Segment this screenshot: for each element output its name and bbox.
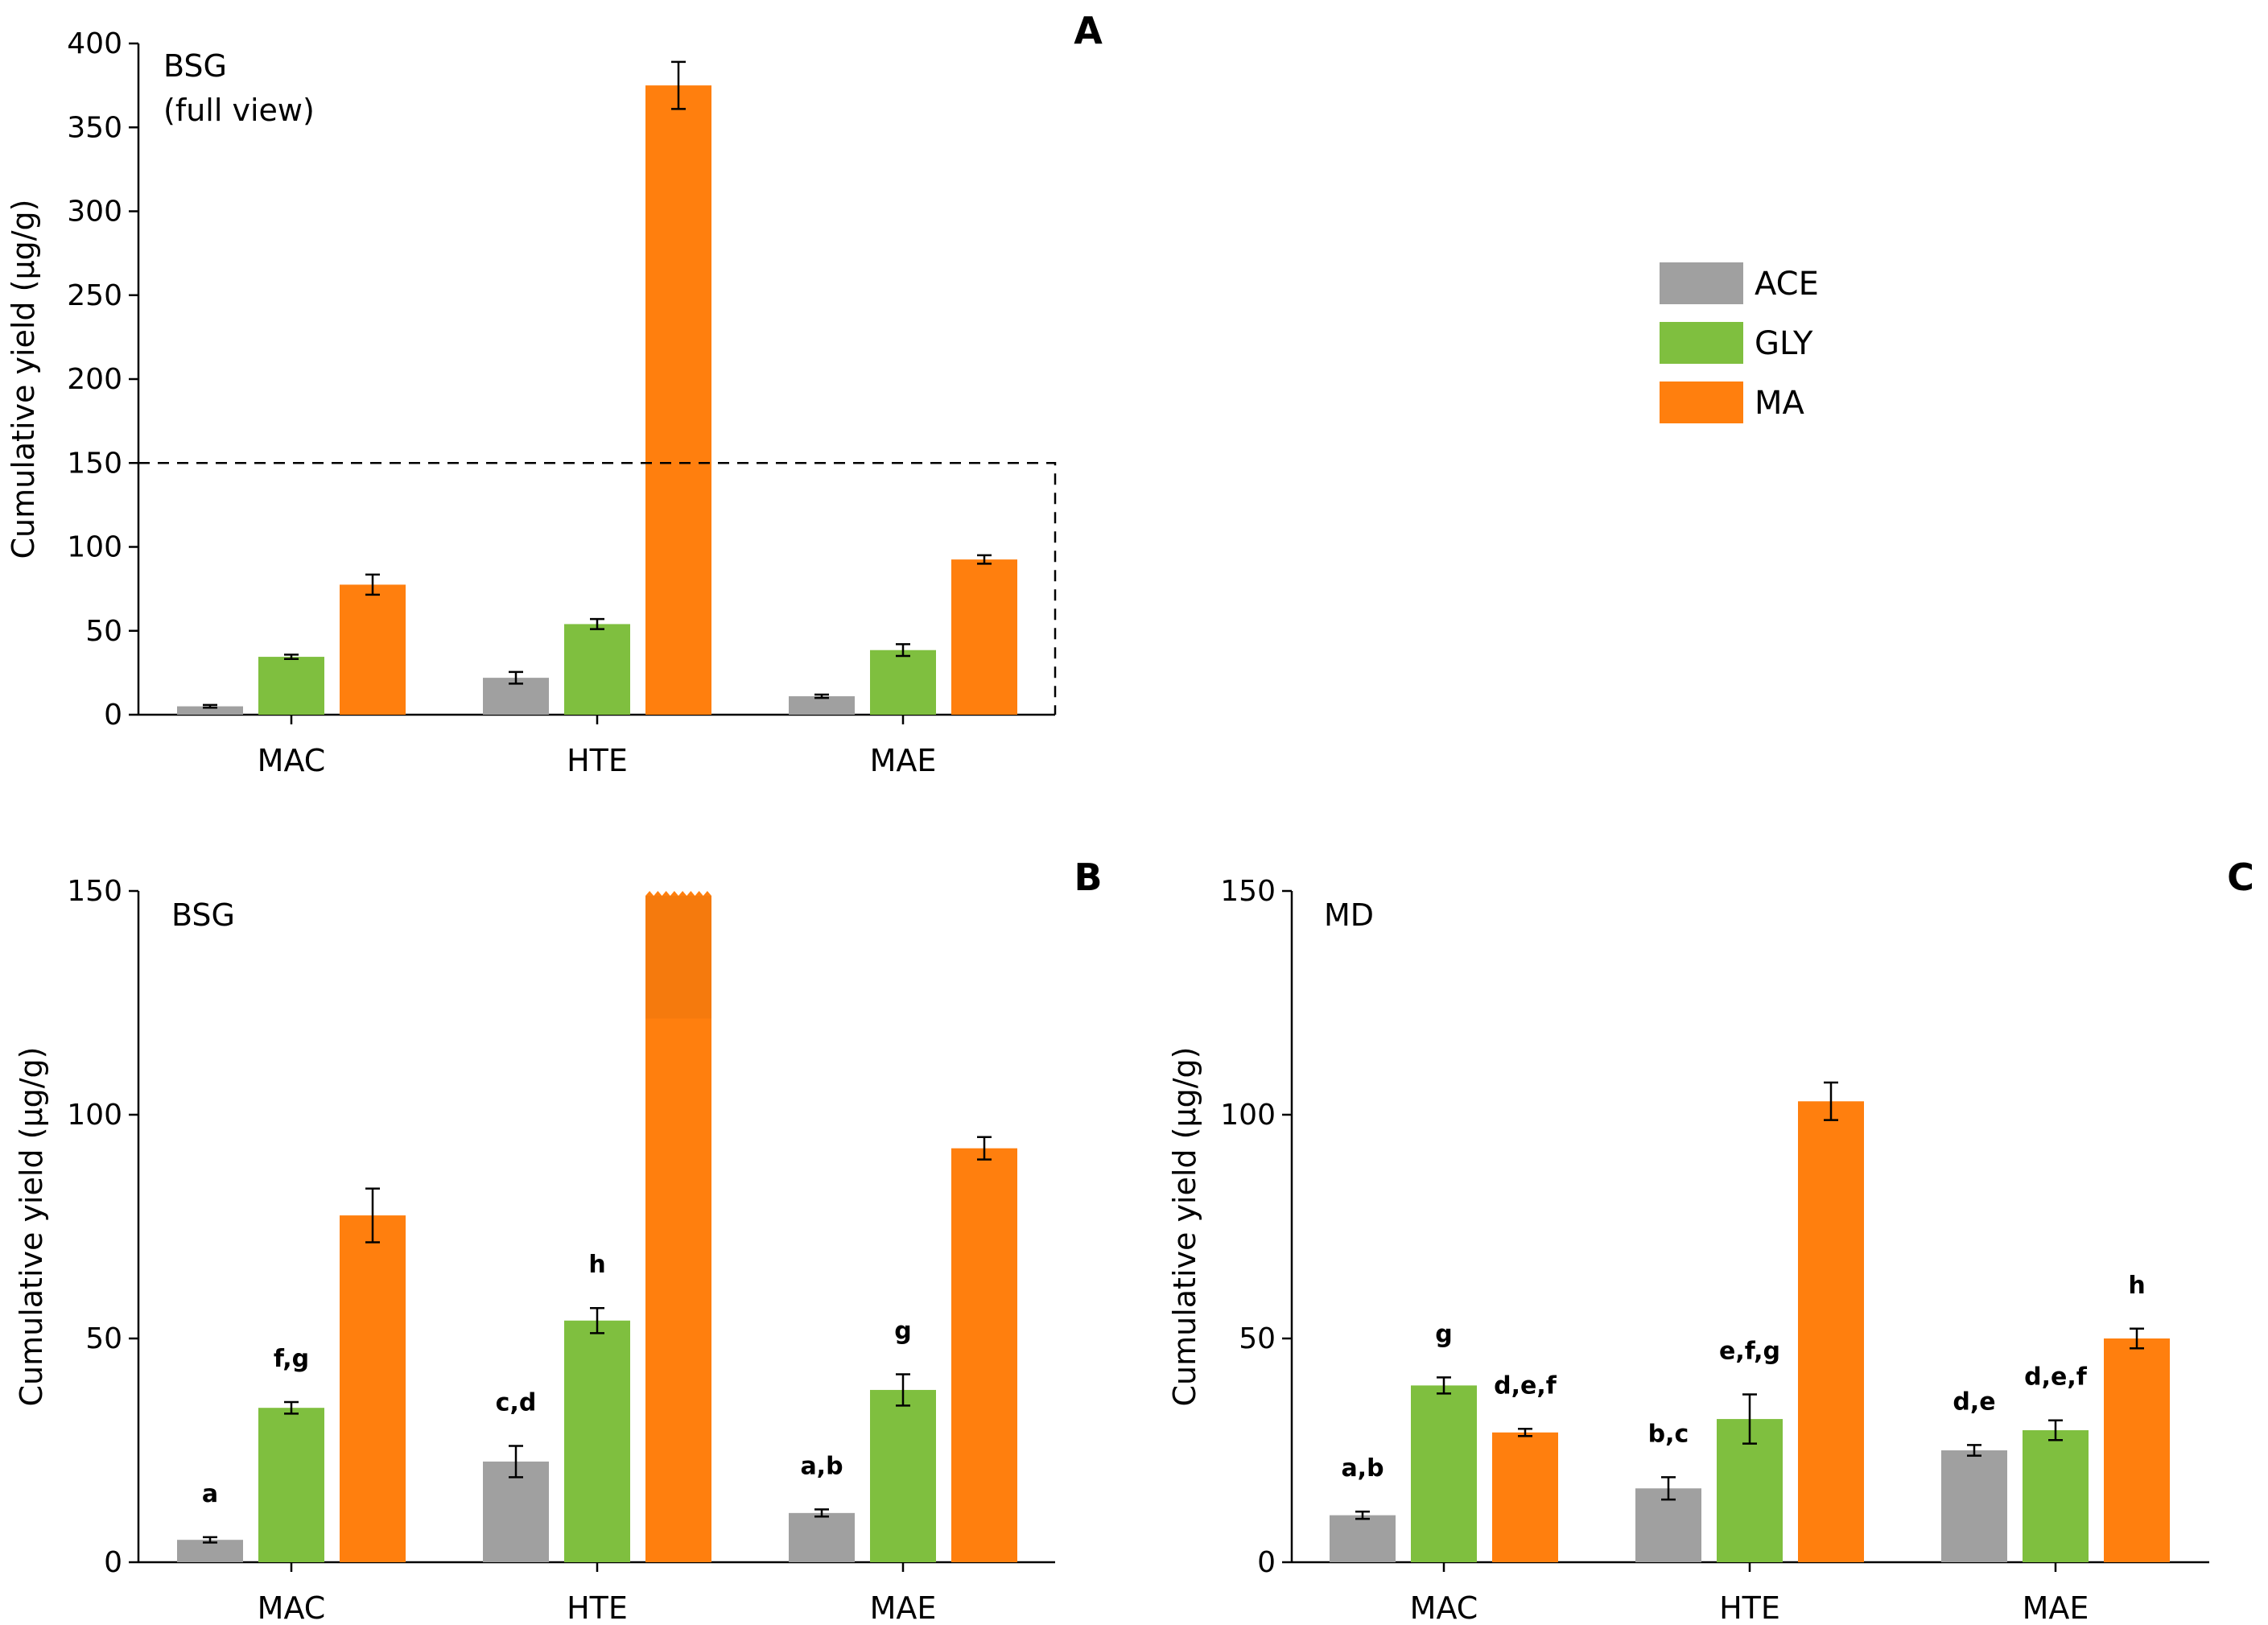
y-tick-label: 100: [67, 1099, 122, 1132]
legend-label-gly: GLY: [1755, 325, 1813, 362]
y-tick-label: 50: [85, 1322, 122, 1355]
significance-letter: g: [1435, 1320, 1452, 1348]
significance-letter: d,e,f: [1494, 1371, 1557, 1400]
bar-ace: [177, 1540, 243, 1562]
legend: ACE GLY MA: [1660, 262, 1819, 423]
y-tick-label: 200: [67, 363, 122, 396]
y-tick-label: 250: [67, 279, 122, 312]
y-tick-label: 350: [67, 111, 122, 144]
y-axis-label: Cumulative yield (μg/g): [14, 1046, 49, 1406]
legend-swatch-ace: [1660, 262, 1743, 304]
legend-swatch-gly: [1660, 322, 1743, 364]
bar-ace: [789, 1512, 855, 1562]
bar-ma: [340, 584, 406, 715]
significance-letter: c,d: [496, 1388, 537, 1417]
panel-letter: C: [2227, 856, 2254, 899]
y-axis-label: Cumulative yield (μg/g): [1167, 1046, 1202, 1406]
bar-ma: [1492, 1432, 1558, 1562]
panel-sample-label: BSG: [171, 897, 235, 933]
y-tick-label: 50: [85, 615, 122, 648]
x-tick-label: HTE: [1719, 1590, 1780, 1625]
bar-ma: [951, 559, 1017, 715]
y-tick-label: 150: [67, 447, 122, 480]
panel-letter: A: [1074, 9, 1103, 52]
bar-gly: [564, 624, 630, 715]
bar-ace: [789, 696, 855, 715]
x-tick-label: HTE: [567, 743, 628, 778]
bar-ace: [483, 1461, 549, 1562]
bar-ace: [1635, 1488, 1701, 1562]
significance-letter: a: [202, 1480, 218, 1508]
chart-panel-b: 0 50 100 150 MAC HTE MAE Cumulative yield (μg/g…: [14, 856, 1103, 1625]
bar-gly: [258, 1408, 324, 1562]
x-tick-label: MAC: [258, 743, 326, 778]
significance-letter: g: [894, 1317, 911, 1345]
x-tick-label: MAE: [870, 743, 937, 778]
panel-sample-sublabel: (full view): [163, 93, 315, 128]
panel-sample-label: MD: [1324, 897, 1374, 933]
significance-letter: a,b: [1341, 1454, 1383, 1483]
y-tick-label: 100: [1220, 1099, 1276, 1132]
bar-break-shade: [645, 896, 711, 1019]
bar-ace: [1330, 1515, 1396, 1562]
significance-letter: h: [2128, 1272, 2145, 1300]
bar-ma: [2104, 1338, 2170, 1562]
y-tick-label: 100: [67, 531, 122, 564]
bar-ace: [177, 706, 243, 715]
y-axis-label: Cumulative yield (μg/g): [6, 199, 41, 559]
bar-gly: [258, 657, 324, 715]
y-tick-label: 0: [104, 699, 122, 732]
legend-swatch-ma: [1660, 382, 1743, 423]
significance-letter: d,e,f: [2024, 1363, 2088, 1392]
significance-letter: f,g: [274, 1345, 309, 1373]
y-tick-label: 150: [1220, 875, 1276, 908]
y-tick-label: 400: [67, 27, 122, 60]
legend-label-ma: MA: [1755, 385, 1805, 422]
significance-letter: d,e: [1953, 1388, 1995, 1416]
bar-ma-clipped: [645, 891, 711, 1562]
significance-letter: a,b: [800, 1452, 843, 1480]
bar-ma: [340, 1215, 406, 1562]
bar-ace: [1941, 1450, 2007, 1562]
significance-letter: b,c: [1648, 1420, 1689, 1448]
legend-label-ace: ACE: [1755, 266, 1819, 303]
bar-gly: [2023, 1429, 2089, 1562]
y-tick-label: 0: [1257, 1546, 1276, 1579]
chart-panel-c: 0 50 100 150 MAC HTE MAE Cumulative yield (μg/g…: [1167, 856, 2254, 1625]
bar-gly: [870, 650, 936, 715]
y-tick-label: 300: [67, 196, 122, 229]
bar-ma: [645, 85, 711, 715]
y-tick-label: 0: [104, 1546, 122, 1579]
y-tick-label: 50: [1239, 1322, 1276, 1355]
x-tick-label: MAC: [1410, 1590, 1478, 1625]
bar-ma: [951, 1148, 1017, 1562]
x-tick-label: MAE: [870, 1590, 937, 1625]
zoom-region-box: [138, 462, 1057, 715]
panel-sample-label: BSG: [163, 48, 227, 84]
significance-letter: e,f,g: [1719, 1338, 1780, 1366]
chart-panel-a: 0 50 100 150 200 250 300 350 400 MAC HTE MAE Cumulat…: [6, 9, 1103, 778]
significance-letter: h: [588, 1251, 605, 1279]
bar-gly: [564, 1320, 630, 1562]
x-tick-label: MAE: [2023, 1590, 2089, 1625]
x-tick-label: MAC: [258, 1590, 326, 1625]
bar-ma: [1798, 1101, 1864, 1562]
x-tick-label: HTE: [567, 1590, 628, 1625]
y-tick-label: 150: [67, 875, 122, 908]
bar-gly: [1411, 1385, 1477, 1562]
bar-gly: [870, 1389, 936, 1562]
panel-letter: B: [1074, 856, 1102, 899]
